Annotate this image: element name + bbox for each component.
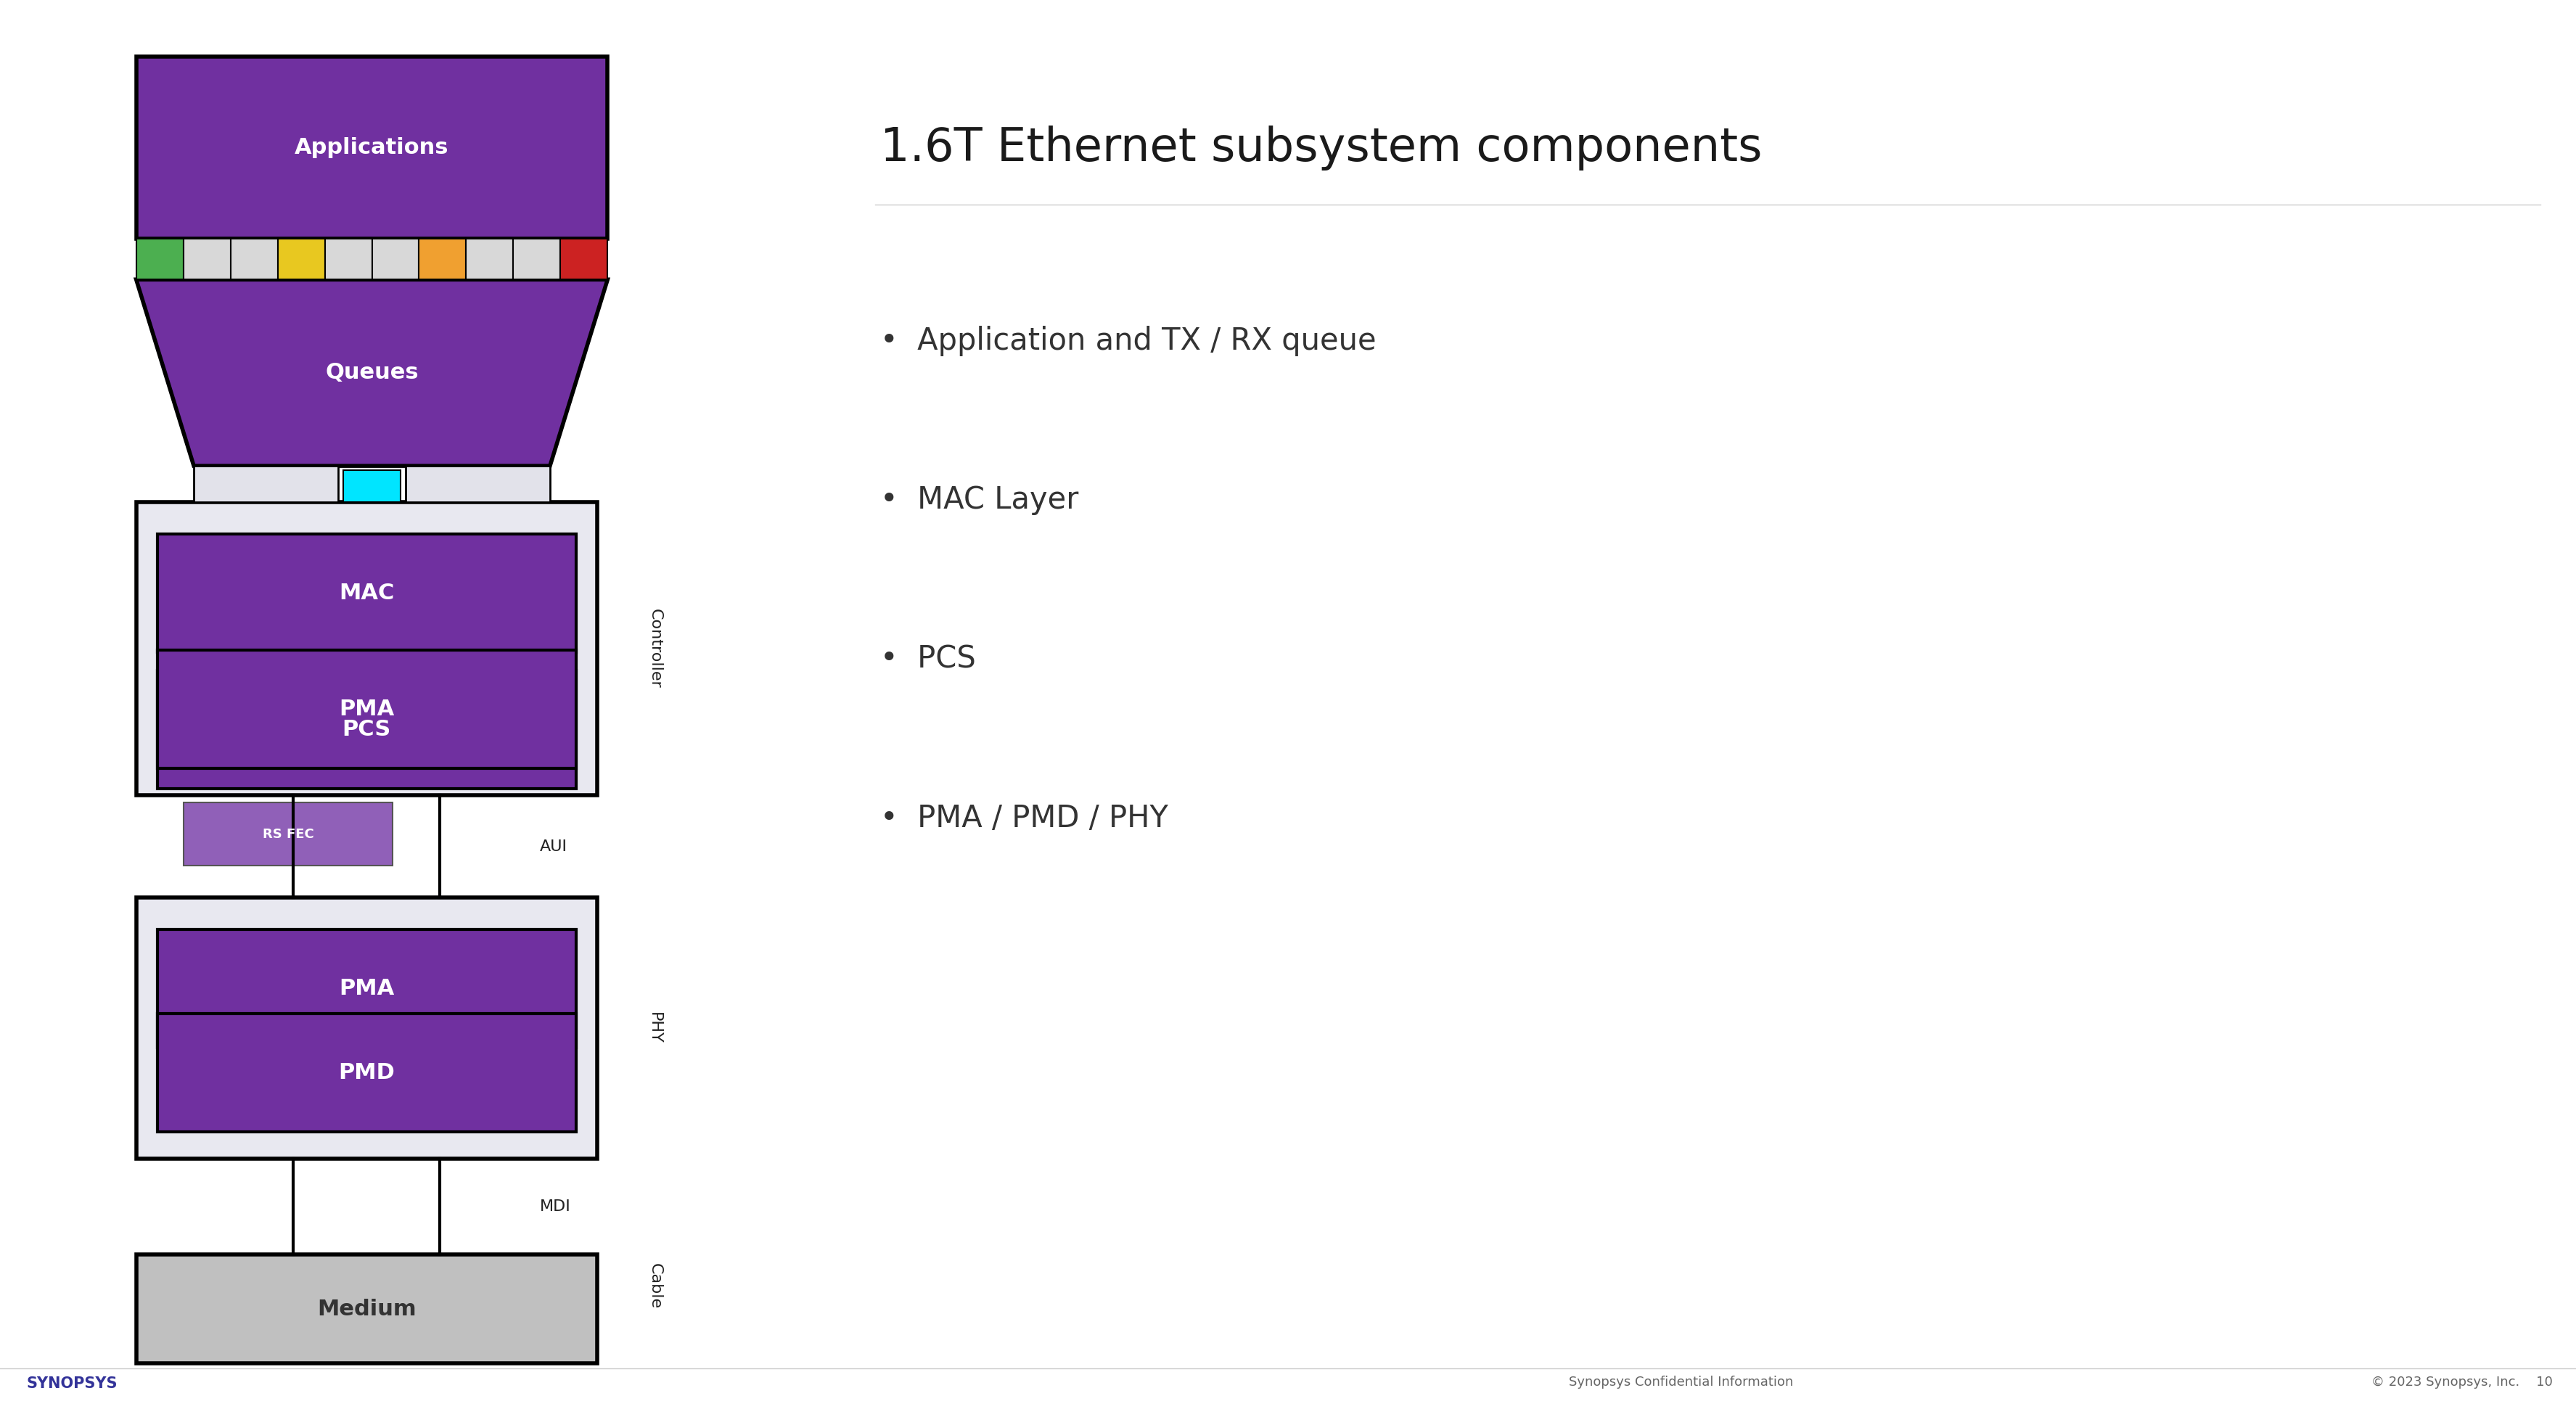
Text: MAC: MAC xyxy=(340,583,394,603)
Text: PMA: PMA xyxy=(340,978,394,999)
Bar xyxy=(137,1254,598,1364)
Bar xyxy=(407,466,551,502)
Bar xyxy=(157,671,577,789)
Text: PMD: PMD xyxy=(337,1062,394,1084)
Text: Cable: Cable xyxy=(647,1264,662,1309)
Bar xyxy=(183,802,392,867)
Bar xyxy=(420,238,466,279)
Text: •  PMA / PMD / PHY: • PMA / PMD / PHY xyxy=(881,803,1167,833)
Text: Controller: Controller xyxy=(647,609,662,689)
Text: AUI: AUI xyxy=(538,840,567,854)
Bar xyxy=(137,898,598,1160)
Bar xyxy=(137,238,183,279)
Bar xyxy=(278,238,325,279)
Bar xyxy=(157,930,577,1048)
Bar xyxy=(137,502,598,796)
Text: PCS: PCS xyxy=(343,719,392,740)
Text: 1.6T Ethernet subsystem components: 1.6T Ethernet subsystem components xyxy=(881,125,1762,170)
Text: MDI: MDI xyxy=(538,1199,569,1215)
Bar xyxy=(157,650,577,768)
Bar xyxy=(343,471,402,502)
Text: Medium: Medium xyxy=(317,1299,417,1319)
Text: •  PCS: • PCS xyxy=(881,644,976,675)
Text: PHY: PHY xyxy=(647,1013,662,1044)
Text: Applications: Applications xyxy=(294,137,448,158)
Bar xyxy=(193,466,337,502)
Text: © 2023 Synopsys, Inc.    10: © 2023 Synopsys, Inc. 10 xyxy=(2370,1375,2553,1388)
Polygon shape xyxy=(137,279,608,466)
Bar xyxy=(513,238,562,279)
Text: RS FEC: RS FEC xyxy=(263,827,314,841)
Bar xyxy=(157,534,577,652)
Text: SYNOPSYS: SYNOPSYS xyxy=(26,1377,118,1391)
Bar xyxy=(371,238,420,279)
Text: •  Application and TX / RX queue: • Application and TX / RX queue xyxy=(881,325,1376,356)
Text: PMA: PMA xyxy=(340,699,394,720)
Bar xyxy=(229,238,278,279)
Text: Queues: Queues xyxy=(325,362,417,383)
Bar xyxy=(325,238,371,279)
Text: •  MAC Layer: • MAC Layer xyxy=(881,485,1079,516)
Bar xyxy=(137,56,608,238)
Bar xyxy=(562,238,608,279)
Bar xyxy=(183,238,229,279)
Bar xyxy=(157,1013,577,1131)
Bar xyxy=(466,238,513,279)
Text: Synopsys Confidential Information: Synopsys Confidential Information xyxy=(1569,1375,1793,1388)
